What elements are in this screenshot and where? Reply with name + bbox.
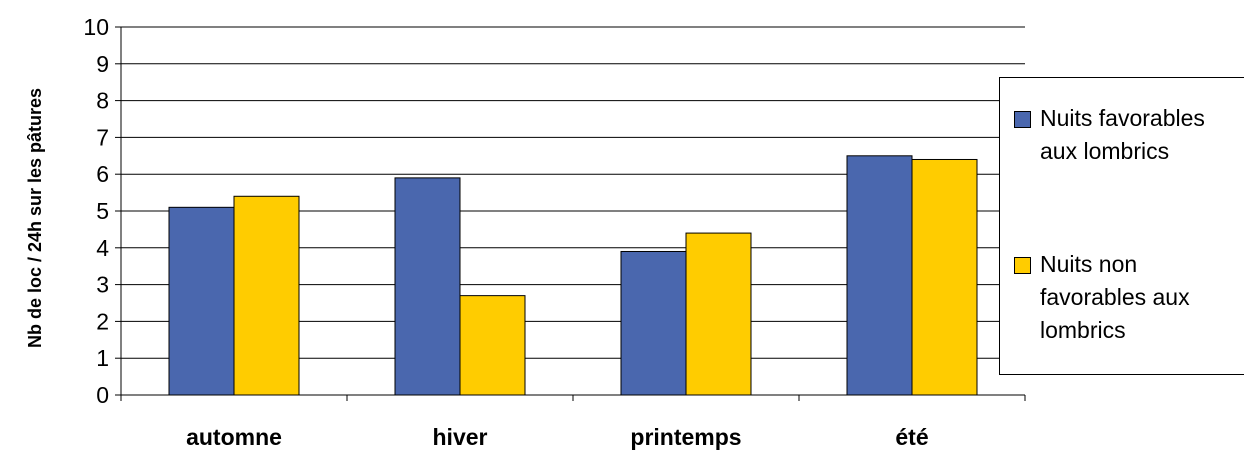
x-tick-label: été	[895, 424, 928, 450]
legend-swatch-favorables	[1014, 111, 1031, 128]
bar-non-favorables	[233, 195, 300, 396]
axes	[115, 26, 1026, 401]
x-tick-label: automne	[186, 424, 282, 450]
y-tick-label: 1	[96, 345, 109, 371]
bar-favorables	[168, 206, 235, 396]
y-tick-label: 5	[96, 198, 109, 224]
x-tick-label: printemps	[630, 424, 741, 450]
y-tick-label: 8	[96, 88, 109, 114]
y-tick-label: 9	[96, 51, 109, 77]
y-tick-label: 4	[96, 235, 109, 261]
y-tick-label: 7	[96, 124, 109, 150]
x-tick-labels: automne hiver printemps été	[186, 424, 929, 450]
legend-item-favorables: Nuits favorables aux lombrics	[1014, 102, 1244, 168]
bar-favorables	[846, 155, 913, 396]
y-tick-label: 0	[96, 382, 109, 408]
y-tick-label: 6	[96, 161, 109, 187]
bar-non-favorables	[911, 158, 978, 396]
y-tick-labels: 0 1 2 3 4 5 6 7 8 9 10	[83, 14, 109, 408]
legend-label-favorables: Nuits favorables aux lombrics	[1040, 105, 1205, 164]
legend-swatch-non-favorables	[1014, 257, 1031, 274]
legend-label-non-favorables: Nuits non favorables aux lombrics	[1040, 251, 1190, 343]
bar-favorables	[620, 250, 687, 396]
bar-non-favorables	[685, 232, 752, 396]
legend: Nuits favorables aux lombrics Nuits non …	[999, 77, 1244, 375]
y-tick-label: 2	[96, 308, 109, 334]
y-tick-label: 10	[83, 14, 109, 40]
legend-item-non-favorables: Nuits non favorables aux lombrics	[1014, 248, 1244, 347]
bars	[168, 155, 978, 396]
y-tick-label: 3	[96, 272, 109, 298]
bar-favorables	[394, 177, 461, 396]
x-tick-label: hiver	[433, 424, 488, 450]
bar-non-favorables	[459, 295, 526, 396]
y-axis-label: Nb de loc / 24h sur les pâtures	[25, 88, 45, 348]
